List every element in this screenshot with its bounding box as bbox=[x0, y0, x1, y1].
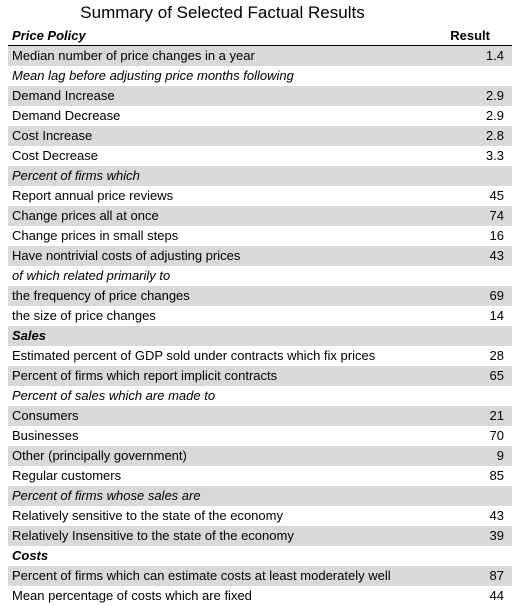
table-row: Sales bbox=[8, 326, 512, 346]
row-label: Change prices in small steps bbox=[12, 228, 179, 243]
row-label: Consumers bbox=[12, 408, 79, 423]
row-value: 43 bbox=[489, 508, 504, 523]
table-row: the size of price changes 14 bbox=[8, 306, 512, 326]
row-value: 65 bbox=[489, 368, 504, 383]
table-row: Cost Increase 2.8 bbox=[8, 126, 512, 146]
table-row: Relatively sensitive to the state of the… bbox=[8, 506, 512, 526]
row-value: 21 bbox=[489, 408, 504, 423]
table-row: Mean percentage of costs which are fixed… bbox=[8, 586, 512, 606]
table-row: Consumers 21 bbox=[8, 406, 512, 426]
row-value: 28 bbox=[489, 348, 504, 363]
table-row: Change prices all at once 74 bbox=[8, 206, 512, 226]
table-row: Report annual price reviews 45 bbox=[8, 186, 512, 206]
row-value: 9 bbox=[496, 448, 504, 463]
row-value: 2.9 bbox=[485, 88, 504, 103]
row-value: 3.3 bbox=[485, 148, 504, 163]
table: Price Policy Result Median number of pri… bbox=[8, 26, 512, 606]
row-label: Sales bbox=[12, 328, 46, 343]
table-row: Businesses 70 bbox=[8, 426, 512, 446]
title: Summary of Selected Factual Results bbox=[80, 3, 365, 22]
table-row: Other (principally government) 9 bbox=[8, 446, 512, 466]
row-label: Regular customers bbox=[12, 468, 122, 483]
table-body: Median number of price changes in a year… bbox=[8, 46, 512, 606]
row-label: Median number of price changes in a year bbox=[12, 48, 255, 63]
row-label: Demand Decrease bbox=[12, 108, 121, 123]
table-row: Demand Decrease 2.9 bbox=[8, 106, 512, 126]
table-row: Demand Increase 2.9 bbox=[8, 86, 512, 106]
row-label: Mean lag before adjusting price months f… bbox=[12, 68, 294, 83]
header-cell: Result bbox=[450, 28, 490, 43]
row-label: Have nontrivial costs of adjusting price… bbox=[12, 248, 241, 263]
row-label: Estimated percent of GDP sold under cont… bbox=[12, 348, 376, 363]
row-label: Mean percentage of costs which are fixed bbox=[12, 588, 252, 603]
row-label: Relatively sensitive to the state of the… bbox=[12, 508, 283, 523]
row-label: Costs bbox=[12, 548, 49, 563]
row-label: Percent of firms whose sales are bbox=[12, 488, 201, 503]
row-value: 85 bbox=[489, 468, 504, 483]
row-value: 70 bbox=[489, 428, 504, 443]
table-row: Change prices in small steps 16 bbox=[8, 226, 512, 246]
row-value: 74 bbox=[489, 208, 504, 223]
row-label: Cost Decrease bbox=[12, 148, 98, 163]
row-label: Cost Increase bbox=[12, 128, 93, 143]
row-label: Percent of firms which report implicit c… bbox=[12, 368, 278, 383]
table-row: Percent of firms which report implicit c… bbox=[8, 366, 512, 386]
table-row: Estimated percent of GDP sold under cont… bbox=[8, 346, 512, 366]
row-label: Report annual price reviews bbox=[12, 188, 174, 203]
row-label: Percent of firms which can estimate cost… bbox=[12, 568, 391, 583]
row-label: Percent of firms which bbox=[12, 168, 140, 183]
row-value: 14 bbox=[489, 308, 504, 323]
table-row: Median number of price changes in a year… bbox=[8, 46, 512, 66]
table-row: Cost Decrease 3.3 bbox=[8, 146, 512, 166]
header-row: Price Policy Result bbox=[8, 26, 512, 46]
row-label: Other (principally government) bbox=[12, 448, 187, 463]
table-row: Mean lag before adjusting price months f… bbox=[8, 66, 512, 86]
table-row: Relatively Insensitive to the state of t… bbox=[8, 526, 512, 546]
row-label: Demand Increase bbox=[12, 88, 115, 103]
row-value: 45 bbox=[489, 188, 504, 203]
row-value: 2.9 bbox=[485, 108, 504, 123]
row-value: 1.4 bbox=[485, 48, 504, 63]
table-row: Percent of firms whose sales are bbox=[8, 486, 512, 506]
header-cell: Price Policy bbox=[12, 28, 86, 43]
row-label: Relatively Insensitive to the state of t… bbox=[12, 528, 294, 543]
row-value: 69 bbox=[489, 288, 504, 303]
table-row: Percent of sales which are made to bbox=[8, 386, 512, 406]
row-label: the size of price changes bbox=[12, 308, 156, 323]
row-label: of which related primarily to bbox=[12, 268, 171, 283]
table-row: Percent of firms which can estimate cost… bbox=[8, 566, 512, 586]
row-label: the frequency of price changes bbox=[12, 288, 190, 303]
table-row: Have nontrivial costs of adjusting price… bbox=[8, 246, 512, 266]
row-label: Businesses bbox=[12, 428, 79, 443]
table-row: the frequency of price changes 69 bbox=[8, 286, 512, 306]
row-value: 16 bbox=[489, 228, 504, 243]
row-value: 39 bbox=[489, 528, 504, 543]
table-row: Percent of firms which bbox=[8, 166, 512, 186]
row-value: 87 bbox=[489, 568, 504, 583]
table-row: of which related primarily to bbox=[8, 266, 512, 286]
row-value: 2.8 bbox=[485, 128, 504, 143]
table-row: Regular customers 85 bbox=[8, 466, 512, 486]
row-label: Change prices all at once bbox=[12, 208, 159, 223]
table-row: Costs bbox=[8, 546, 512, 566]
row-value: 44 bbox=[489, 588, 504, 603]
row-value: 43 bbox=[489, 248, 504, 263]
row-label: Percent of sales which are made to bbox=[12, 388, 216, 403]
